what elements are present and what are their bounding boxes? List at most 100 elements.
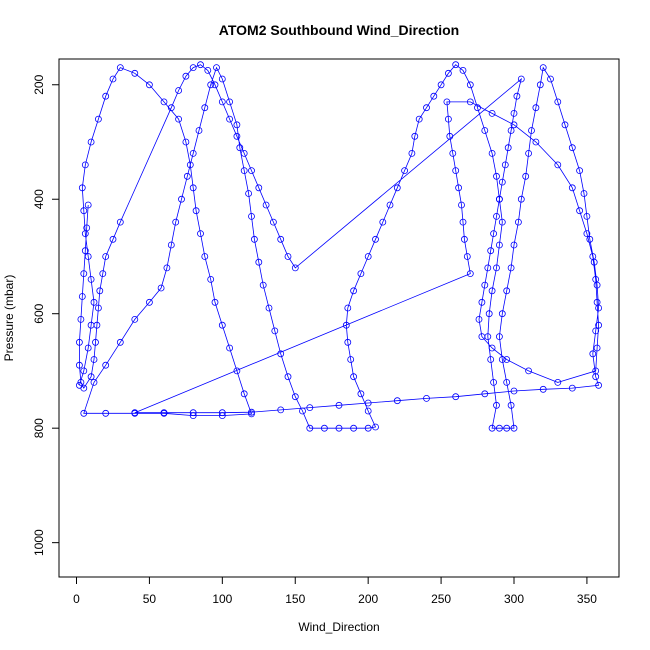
x-tick-label: 150 xyxy=(285,592,305,606)
data-point xyxy=(415,115,423,123)
chart-title: ATOM2 Southbound Wind_Direction xyxy=(219,22,459,38)
data-point xyxy=(547,75,554,83)
data-point xyxy=(595,381,602,389)
data-point xyxy=(90,356,98,363)
data-point xyxy=(248,410,255,418)
data-point xyxy=(87,138,95,146)
data-point xyxy=(401,167,409,175)
x-tick-label: 100 xyxy=(212,592,232,606)
data-point xyxy=(335,424,343,432)
x-tick-label: 350 xyxy=(577,592,597,606)
data-point xyxy=(386,201,394,209)
data-point xyxy=(240,167,248,175)
data-point xyxy=(488,287,496,295)
data-point xyxy=(513,92,521,100)
data-point xyxy=(192,207,200,215)
y-tick-label: 1000 xyxy=(32,529,46,556)
data-point xyxy=(487,247,495,255)
data-point xyxy=(576,167,583,175)
data-point xyxy=(116,218,124,226)
data-point xyxy=(350,287,358,295)
data-point xyxy=(189,184,197,192)
data-point xyxy=(364,424,372,432)
data-point xyxy=(175,87,183,94)
data-point xyxy=(245,190,253,197)
data-point xyxy=(488,149,496,157)
data-point xyxy=(80,384,88,392)
data-point xyxy=(493,212,500,220)
data-point xyxy=(116,338,124,346)
data-point xyxy=(517,195,525,203)
data-point xyxy=(80,207,88,215)
data-point xyxy=(95,304,102,312)
y-tick-label: 200 xyxy=(32,74,46,94)
data-point xyxy=(437,81,445,89)
y-axis-label: Pressure (mbar) xyxy=(2,275,16,362)
data-point xyxy=(201,104,209,112)
data-point xyxy=(452,167,460,175)
data-point xyxy=(102,92,110,100)
data-point xyxy=(84,344,92,352)
data-point xyxy=(522,172,530,180)
data-point xyxy=(207,275,215,283)
x-tick-label: 0 xyxy=(73,592,80,606)
data-point xyxy=(488,110,496,117)
data-point xyxy=(495,195,503,203)
data-point xyxy=(589,350,597,358)
data-point xyxy=(478,333,486,341)
data-point xyxy=(207,81,215,89)
data-point xyxy=(175,115,183,123)
data-point xyxy=(78,293,86,300)
data-point xyxy=(157,284,165,292)
data-point xyxy=(218,75,226,83)
data-point xyxy=(259,281,267,289)
data-point xyxy=(233,132,241,140)
data-point xyxy=(554,378,562,386)
data-point xyxy=(539,385,547,393)
data-point xyxy=(466,98,474,106)
data-point xyxy=(510,241,518,249)
data-point xyxy=(364,399,372,407)
data-point xyxy=(109,235,117,243)
data-point xyxy=(411,132,419,140)
data-point xyxy=(211,298,219,306)
data-point xyxy=(481,127,489,134)
data-point xyxy=(568,144,576,152)
data-point xyxy=(102,361,110,369)
data-point xyxy=(226,344,234,352)
data-point xyxy=(350,373,358,381)
data-point xyxy=(182,72,190,80)
data-point xyxy=(131,315,139,323)
data-point xyxy=(593,344,601,352)
data-point xyxy=(466,270,474,278)
data-point xyxy=(372,235,379,243)
data-point xyxy=(77,315,85,323)
data-point xyxy=(592,367,600,375)
y-tick-label: 800 xyxy=(32,418,46,438)
data-point xyxy=(515,218,522,226)
data-point xyxy=(408,149,416,157)
data-point xyxy=(595,321,602,329)
data-point xyxy=(510,424,518,432)
data-point xyxy=(201,253,209,260)
data-point xyxy=(510,121,518,129)
data-point xyxy=(568,384,576,392)
data-point xyxy=(233,121,241,129)
y-tick-label: 400 xyxy=(32,189,46,209)
data-point xyxy=(172,218,180,226)
data-point xyxy=(501,161,509,169)
data-point xyxy=(350,424,358,432)
data-point xyxy=(444,115,452,123)
y-tick-label: 600 xyxy=(32,303,46,323)
data-point xyxy=(488,344,496,352)
data-point xyxy=(554,161,562,169)
data-point xyxy=(189,149,197,157)
data-point xyxy=(160,98,168,106)
data-point xyxy=(443,98,451,106)
data-point xyxy=(183,172,191,180)
data-point xyxy=(218,98,226,106)
data-point xyxy=(255,258,263,266)
data-point xyxy=(167,104,175,112)
data-point xyxy=(218,409,226,417)
data-point xyxy=(277,235,285,243)
